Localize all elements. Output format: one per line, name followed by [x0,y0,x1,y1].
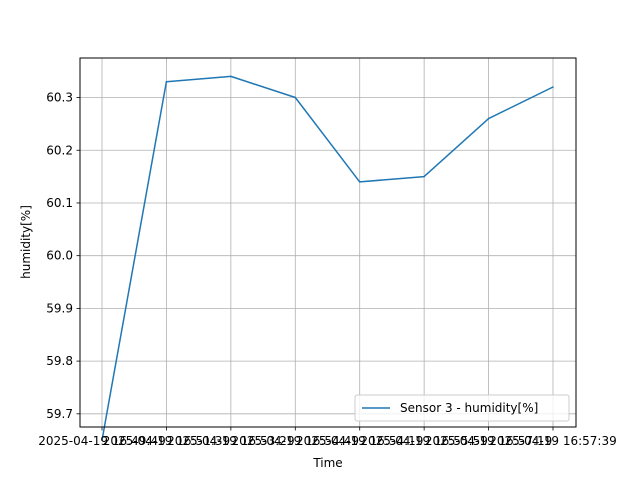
legend: Sensor 3 - humidity[%] [354,394,570,422]
x-axis-label: Time [312,456,342,470]
x-tick-label: 2025-04-19 16:57:39 [489,434,616,448]
grid [80,58,576,427]
data-point [358,181,361,183]
legend-entry-sensor-3: Sensor 3 - humidity[%] [400,401,538,415]
y-tick-label: 59.8 [46,354,73,368]
data-point [552,86,554,88]
y-axis-label: humidity[%] [19,205,33,279]
x-tick-label: 2025-04-19 16:53:29 [167,434,294,448]
x-tick-label: 2025-04-19 16:49:49 [38,434,165,448]
data-point [487,117,490,120]
y-tick-label: 60.2 [46,143,73,157]
plot-area [80,58,576,427]
x-tick-label: 2025-04-19 16:54:49 [232,434,359,448]
x-tick-label: 2025-04-19 16:55:59 [360,434,487,448]
legend-frame [354,394,570,422]
data-point [165,80,168,83]
x-tick-label: 2025-04-19 16:54:19 [296,434,423,448]
series-layer [101,75,554,441]
data-point [294,96,297,99]
y-tick-label: 59.9 [46,301,73,315]
y-tick-label: 60.3 [46,91,73,105]
series-line-sensor-3 [101,75,554,441]
y-tick-label: 60.0 [46,249,73,263]
data-point [230,75,232,78]
y-tick-label: 59.7 [46,407,73,421]
x-tick-label: 2025-04-19 16:51:39 [103,434,230,448]
y-tick-label: 60.1 [46,196,73,210]
x-tick-label: 2025-04-19 16:57:19 [425,434,552,448]
data-point [101,439,103,441]
data-point [423,175,425,178]
plot-frame [79,57,577,428]
